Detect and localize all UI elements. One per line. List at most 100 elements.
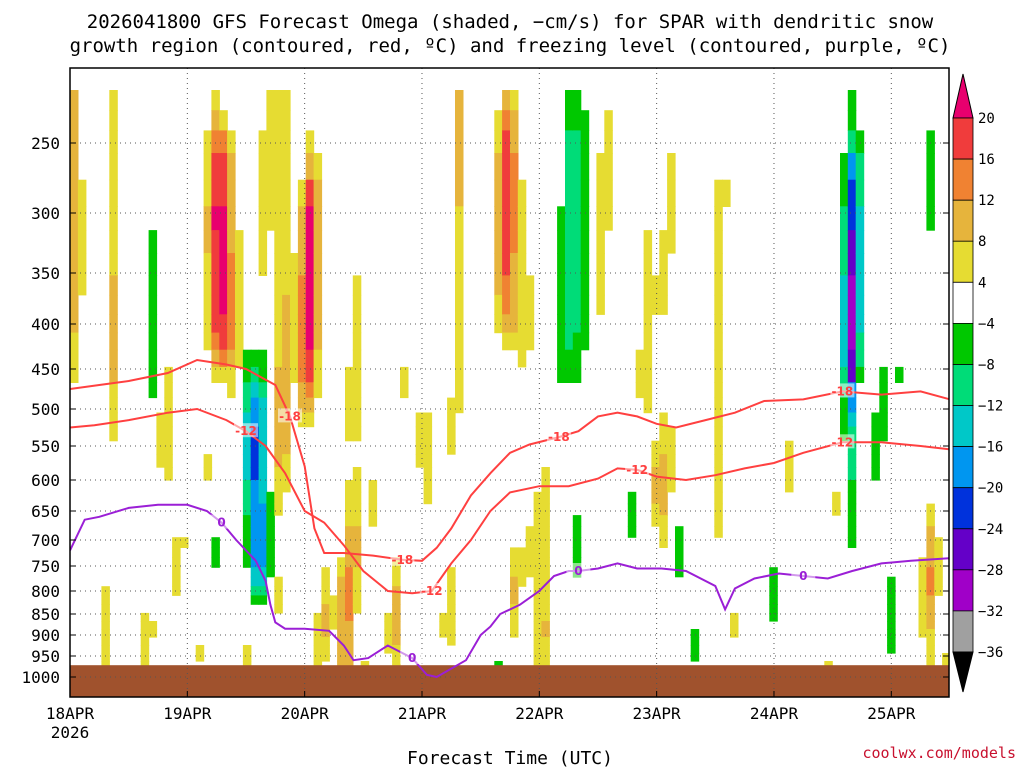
- omega-cell: [918, 612, 927, 622]
- omega-cell: [455, 230, 464, 254]
- omega-cell: [847, 294, 857, 315]
- colorbar-label: −24: [978, 522, 1003, 538]
- omega-cell: [211, 366, 220, 383]
- omega-cell: [384, 629, 393, 638]
- omega-cell: [847, 253, 857, 276]
- omega-cell: [219, 206, 228, 231]
- colorbar-swatch: [952, 158, 974, 201]
- omega-cell: [934, 537, 943, 548]
- omega-cell: [572, 314, 582, 334]
- omega-cell: [109, 206, 118, 231]
- omega-cell: [502, 253, 511, 276]
- omega-cell: [926, 621, 935, 630]
- omega-cell: [321, 629, 330, 638]
- colorbar-label: −32: [978, 604, 1003, 620]
- omega-cell: [510, 586, 519, 596]
- y-tick-label: 900: [31, 626, 60, 645]
- omega-cell: [840, 230, 849, 254]
- omega-cell: [345, 612, 354, 622]
- omega-cell: [219, 130, 228, 154]
- omega-cell: [242, 503, 252, 516]
- omega-cell: [541, 595, 550, 605]
- omega-cell: [305, 275, 315, 296]
- omega-cell: [533, 503, 543, 516]
- omega-cell: [148, 332, 158, 351]
- omega-cell: [345, 586, 354, 596]
- omega-cell: [447, 586, 456, 596]
- omega-cell: [321, 612, 330, 622]
- omega-cell: [847, 153, 857, 181]
- omega-cell: [769, 576, 778, 587]
- omega-cell: [730, 621, 739, 630]
- omega-cell: [290, 294, 299, 315]
- omega-cell: [918, 604, 927, 614]
- omega-cell: [203, 314, 213, 334]
- omega-cell: [70, 153, 79, 181]
- omega-cell: [172, 567, 181, 578]
- omega-cell: [297, 206, 307, 231]
- omega-cell: [572, 130, 582, 154]
- omega-cell: [667, 153, 676, 181]
- omega-cell: [502, 230, 511, 254]
- omega-cell: [250, 467, 260, 481]
- omega-cell: [164, 454, 173, 468]
- omega-cell: [297, 230, 307, 254]
- x-tick-label: 22APR: [515, 704, 564, 723]
- omega-cell: [918, 621, 927, 630]
- omega-cell: [918, 567, 927, 578]
- omega-cell: [659, 467, 668, 481]
- omega-cell: [250, 586, 260, 596]
- omega-cell: [643, 275, 653, 296]
- omega-cell: [227, 366, 236, 383]
- omega-cell: [714, 349, 723, 368]
- omega-cell: [345, 645, 354, 654]
- omega-cell: [258, 382, 268, 399]
- omega-cell: [352, 412, 362, 428]
- omega-cell: [235, 253, 244, 276]
- omega-cell: [384, 637, 393, 646]
- omega-cell: [290, 366, 299, 383]
- omega-cell: [172, 576, 181, 587]
- omega-cell: [227, 230, 236, 254]
- omega-cell: [305, 179, 315, 207]
- omega-cell: [714, 206, 723, 231]
- omega-cell: [659, 480, 668, 493]
- omega-cell: [321, 621, 330, 630]
- omega-cell: [109, 110, 118, 131]
- omega-cell: [510, 621, 519, 630]
- omega-cell: [345, 526, 354, 538]
- omega-cell: [274, 179, 283, 207]
- omega-cell: [250, 349, 260, 368]
- omega-cell: [203, 230, 213, 254]
- omega-cell: [148, 349, 158, 368]
- omega-cell: [109, 294, 118, 315]
- omega-cell: [517, 314, 527, 334]
- omega-cell: [847, 314, 857, 334]
- omega-cell: [847, 467, 857, 481]
- omega-cell: [242, 515, 252, 527]
- omega-cell: [352, 491, 362, 505]
- omega-cell: [596, 153, 605, 181]
- omega-cell: [541, 645, 550, 654]
- omega-cell: [494, 294, 503, 315]
- omega-cell: [345, 503, 354, 516]
- omega-cell: [250, 547, 260, 558]
- omega-cell: [211, 90, 220, 111]
- omega-cell: [282, 230, 291, 254]
- y-tick-label: 450: [31, 360, 60, 379]
- omega-cell: [517, 567, 527, 578]
- omega-cell: [533, 595, 543, 605]
- omega-cell: [604, 179, 613, 207]
- omega-cell: [840, 153, 849, 181]
- colorbar-label: −28: [978, 563, 1003, 579]
- omega-cell: [211, 230, 220, 254]
- omega-cell: [274, 426, 283, 442]
- omega-cell: [266, 130, 275, 154]
- omega-cell: [832, 491, 841, 505]
- omega-cell: [871, 440, 880, 455]
- omega-cell: [352, 604, 362, 614]
- omega-cell: [651, 491, 660, 505]
- x-tick-label: 18APR: [46, 704, 95, 723]
- omega-cell: [250, 526, 260, 538]
- omega-cell: [258, 595, 268, 605]
